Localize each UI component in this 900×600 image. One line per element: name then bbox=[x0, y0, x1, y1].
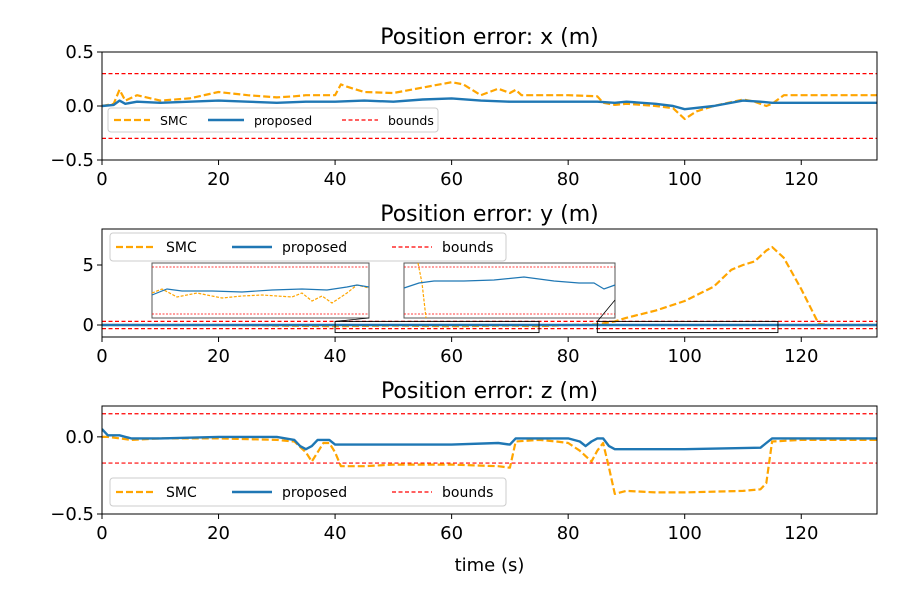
x-tick-label: 60 bbox=[440, 346, 463, 367]
legend-frame bbox=[109, 232, 507, 262]
plot-title: Position error: x (m) bbox=[380, 25, 599, 50]
legend-label-bounds: bounds bbox=[442, 485, 493, 501]
y-tick-label: 0.5 bbox=[65, 42, 94, 63]
legend-label-smc: SMC bbox=[166, 485, 197, 501]
legend-label-proposed: proposed bbox=[282, 485, 347, 501]
zoom-inset-2 bbox=[403, 262, 616, 319]
x-tick-label: 120 bbox=[784, 523, 818, 544]
x-tick-label: 20 bbox=[207, 523, 230, 544]
plot-title: Position error: z (m) bbox=[381, 379, 598, 404]
y-tick-label: 0 bbox=[83, 315, 94, 336]
x-tick-label: 60 bbox=[440, 523, 463, 544]
x-tick-label: 0 bbox=[96, 523, 107, 544]
legend-label-bounds: bounds bbox=[388, 113, 434, 128]
series-line-proposed bbox=[102, 428, 877, 451]
inset-frame bbox=[403, 262, 616, 319]
legend-label-proposed: proposed bbox=[254, 113, 312, 128]
x-tick-label: 100 bbox=[668, 523, 702, 544]
series-line-smc bbox=[102, 435, 877, 495]
inset-line-proposed bbox=[151, 284, 370, 296]
x-tick-label: 120 bbox=[784, 169, 818, 190]
axes-frame bbox=[101, 405, 878, 515]
x-tick-label: 120 bbox=[784, 346, 818, 367]
y-tick-label: 5 bbox=[83, 255, 94, 276]
y-tick-label: 0.0 bbox=[65, 96, 94, 117]
x-tick-label: 20 bbox=[207, 169, 230, 190]
series-line-proposed bbox=[102, 97, 877, 111]
x-tick-label: 0 bbox=[96, 169, 107, 190]
x-tick-label: 40 bbox=[324, 346, 347, 367]
inset-connector-1 bbox=[335, 317, 370, 322]
inset-line-proposed bbox=[403, 276, 616, 290]
subplot-1: Position error: x (m) 0.5 0.0 −0.50 20 40 60 80… bbox=[50, 25, 878, 190]
legend: SMC proposed bounds bbox=[109, 232, 507, 262]
inset-connector-2 bbox=[596, 299, 616, 322]
x-tick-label: 80 bbox=[557, 169, 580, 190]
inset-box-2 bbox=[596, 320, 779, 334]
subplot-3: Position error: z (m) 0.0 −0.50 20 40 60 80 100… bbox=[50, 379, 878, 544]
x-tick-label: 80 bbox=[557, 346, 580, 367]
x-tick-label: 60 bbox=[440, 169, 463, 190]
x-tick-label: 20 bbox=[207, 346, 230, 367]
x-tick-label: 40 bbox=[324, 523, 347, 544]
y-tick-label: −0.5 bbox=[50, 150, 94, 171]
series-group bbox=[102, 81, 877, 121]
subplot-2: Position error: y (m) 5 00 20 40 60 80 100 120 SM… bbox=[83, 202, 878, 367]
axes-frame bbox=[101, 228, 878, 338]
legend-label-smc: SMC bbox=[160, 113, 188, 128]
x-tick-label: 80 bbox=[557, 523, 580, 544]
x-axis-label: time (s) bbox=[455, 555, 525, 576]
x-tick-label: 100 bbox=[668, 346, 702, 367]
legend-label-bounds: bounds bbox=[442, 240, 493, 256]
x-tick-label: 100 bbox=[668, 169, 702, 190]
series-group bbox=[102, 245, 877, 328]
x-tick-label: 40 bbox=[324, 169, 347, 190]
axes-frame bbox=[101, 51, 878, 161]
zoom-inset-1 bbox=[151, 262, 370, 319]
legend: SMC proposed bounds bbox=[107, 107, 439, 133]
legend-frame bbox=[109, 477, 507, 507]
y-tick-label: −0.5 bbox=[50, 504, 94, 525]
plot-title: Position error: y (m) bbox=[380, 202, 599, 227]
legend: SMC proposed bounds bbox=[109, 477, 507, 507]
x-tick-label: 0 bbox=[96, 346, 107, 367]
legend-frame bbox=[107, 107, 439, 133]
series-group bbox=[102, 428, 877, 495]
inset-line-smc bbox=[151, 284, 370, 304]
legend-label-smc: SMC bbox=[166, 240, 197, 256]
legend-label-proposed: proposed bbox=[282, 240, 347, 256]
y-tick-label: 0.0 bbox=[65, 427, 94, 448]
inset-box-1 bbox=[334, 320, 540, 334]
